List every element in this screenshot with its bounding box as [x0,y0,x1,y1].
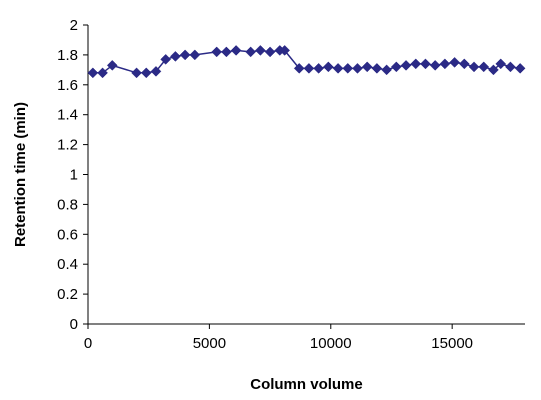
data-point [150,65,162,77]
data-point [106,60,118,71]
data-point [230,45,242,56]
data-point [449,57,460,68]
data-point [255,45,266,56]
y-tick-label: 1.2 [57,137,78,154]
data-point [342,63,354,74]
data-point [97,67,108,79]
data-point [87,67,99,79]
y-tick-label: 1 [70,167,78,184]
data-point [410,58,422,70]
data-point [131,67,142,79]
data-point [352,63,363,74]
data-point [381,64,392,76]
y-axis-ticks: 0 0.2 0.4 0.6 0.8 1 1.2 1.4 1.6 1.8 2 [57,17,88,333]
y-tick-label: 1.6 [57,77,78,94]
data-point [505,61,516,73]
data-point [468,61,480,73]
x-tick-label: 0 [84,335,92,352]
x-tick-label: 5000 [193,335,226,352]
y-tick-label: 0.2 [57,286,78,303]
data-point [429,60,441,71]
data-point [140,67,152,79]
data-point [400,60,412,71]
data-point [189,49,201,61]
y-tick-label: 0.8 [57,196,78,213]
x-tick-label: 15000 [431,335,473,352]
data-point [264,46,276,58]
data-point [293,63,305,74]
data-point [458,58,470,70]
data-point [390,61,402,73]
data-point [245,46,257,58]
y-tick-label: 0 [70,316,78,333]
data-point [322,61,334,73]
x-axis-ticks: 0 5000 10000 15000 [84,324,473,352]
data-point [495,58,507,70]
data-point [420,58,431,70]
y-tick-label: 1.4 [57,107,78,124]
data-point [160,54,172,65]
data-point [361,61,373,73]
data-point [170,51,181,62]
data-point [514,63,526,74]
x-tick-label: 10000 [310,335,352,352]
data-point [303,63,315,74]
data-point [279,45,291,56]
data-point [211,46,223,58]
data-point [332,63,344,74]
y-tick-label: 0.4 [57,256,78,273]
data-point [313,63,324,74]
x-axis-title: Column volume [250,376,363,393]
y-axis-title: Retention time (min) [12,102,29,247]
data-point [478,61,490,73]
data-point [488,64,499,76]
data-point [221,46,232,58]
data-point [439,58,451,70]
y-tick-label: 0.6 [57,226,78,243]
data-series [87,45,526,79]
y-tick-label: 1.8 [57,47,78,64]
y-tick-label: 2 [70,17,78,34]
data-point [371,63,383,74]
data-point [179,49,191,61]
